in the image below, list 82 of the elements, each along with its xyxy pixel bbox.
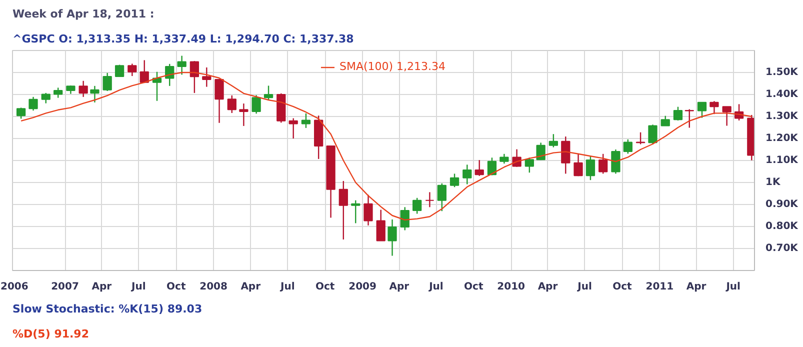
- candlestick: [202, 66, 212, 88]
- candlestick: [102, 72, 112, 92]
- candlestick: [673, 106, 683, 122]
- candlestick: [648, 124, 658, 146]
- candlestick: [140, 60, 149, 84]
- candlestick: [524, 157, 534, 174]
- x-tick-label: Jul: [576, 282, 592, 292]
- y-tick-label: 1.20K: [766, 133, 800, 144]
- candlestick: [474, 159, 484, 176]
- x-tick-label: Apr: [92, 282, 112, 292]
- candlestick: [412, 197, 422, 214]
- candlestick: [364, 194, 373, 226]
- x-tick-label: Oct: [166, 282, 186, 292]
- candlestick: [239, 102, 248, 127]
- candlestick: [128, 63, 137, 77]
- text: Slow Stochastic: %K(15) 89.03: [12, 302, 202, 316]
- chart-title: Week of Apr 18, 2011 :: [12, 8, 154, 20]
- x-tick-label: 2009: [348, 282, 376, 292]
- x-tick-label: Oct: [464, 282, 484, 292]
- candlestick: [684, 108, 694, 128]
- x-tick-label: Apr: [538, 282, 558, 292]
- candlestick: [376, 209, 386, 242]
- candlestick: [227, 94, 236, 114]
- candlestick: [301, 112, 311, 129]
- x-tick-label: Jul: [280, 282, 295, 292]
- candlestick: [710, 100, 719, 115]
- candlestick: [450, 173, 460, 188]
- candlestick: [598, 153, 608, 174]
- y-tick-label: 1.10K: [766, 155, 800, 166]
- candlestick: [338, 180, 348, 240]
- x-tick-label: Apr: [240, 282, 261, 292]
- candlestick: [548, 134, 558, 148]
- candlestick: [437, 182, 446, 212]
- candlestick: [78, 80, 88, 98]
- candlestick: [28, 96, 38, 112]
- x-tick-label: Jul: [428, 282, 444, 292]
- x-tick-label: Apr: [389, 282, 410, 292]
- x-tick-label: Jul: [130, 282, 146, 292]
- x-tick-label: Jul: [725, 282, 740, 292]
- candlestick: [214, 78, 224, 124]
- text: %D(5) 91.92: [12, 328, 89, 340]
- candlestick: [351, 200, 360, 224]
- y-tick-label: 0.80K: [766, 221, 800, 232]
- x-tick-label: 2011: [646, 282, 674, 292]
- candlestick: [54, 87, 63, 98]
- candlestick: [623, 138, 632, 154]
- candlestick: [660, 115, 670, 127]
- candlestick: [500, 153, 509, 164]
- candlestick: [636, 132, 646, 145]
- candlestick: [90, 85, 100, 104]
- candlestick: [722, 106, 732, 126]
- x-tick-label: 2008: [200, 282, 228, 292]
- legend-label: SMA(100) 1,213.34: [339, 60, 446, 73]
- candlestick: [697, 102, 707, 118]
- y-tick-label: 0.70K: [766, 243, 800, 254]
- x-tick-label: 2010: [497, 282, 526, 292]
- candlestick: [16, 107, 26, 120]
- candlestick: [574, 152, 583, 177]
- candlestick: [586, 156, 596, 181]
- candlestick: [264, 85, 274, 102]
- candlestick: [425, 192, 434, 208]
- candlestick: [190, 60, 200, 94]
- y-tick-label: 1.40K: [766, 89, 800, 100]
- candlestick: [252, 94, 261, 114]
- candlestick: [400, 206, 410, 231]
- candlestick: [177, 55, 186, 76]
- y-tick-label: 0.90K: [766, 199, 800, 210]
- y-tick-label: 1K: [766, 177, 782, 188]
- x-tick-label: 2007: [51, 282, 79, 292]
- candlestick: [41, 92, 50, 104]
- candlestick: [561, 136, 570, 174]
- x-tick-label: Oct: [315, 282, 335, 292]
- candlestick: [288, 118, 298, 140]
- x-tick-label: 2006: [0, 282, 28, 292]
- chart-subtitle: ^GSPC O: 1,313.35 H: 1,337.49 L: 1,294.70 C: 1,337.38: [12, 32, 354, 46]
- y-tick-label: 1.30K: [766, 111, 800, 122]
- x-tick-label: Apr: [686, 282, 706, 292]
- candlestick: [388, 218, 397, 256]
- candlestick: [611, 148, 620, 174]
- candlestick: [462, 164, 472, 185]
- y-tick-label: 1.50K: [766, 67, 800, 78]
- x-tick-label: Oct: [612, 282, 632, 292]
